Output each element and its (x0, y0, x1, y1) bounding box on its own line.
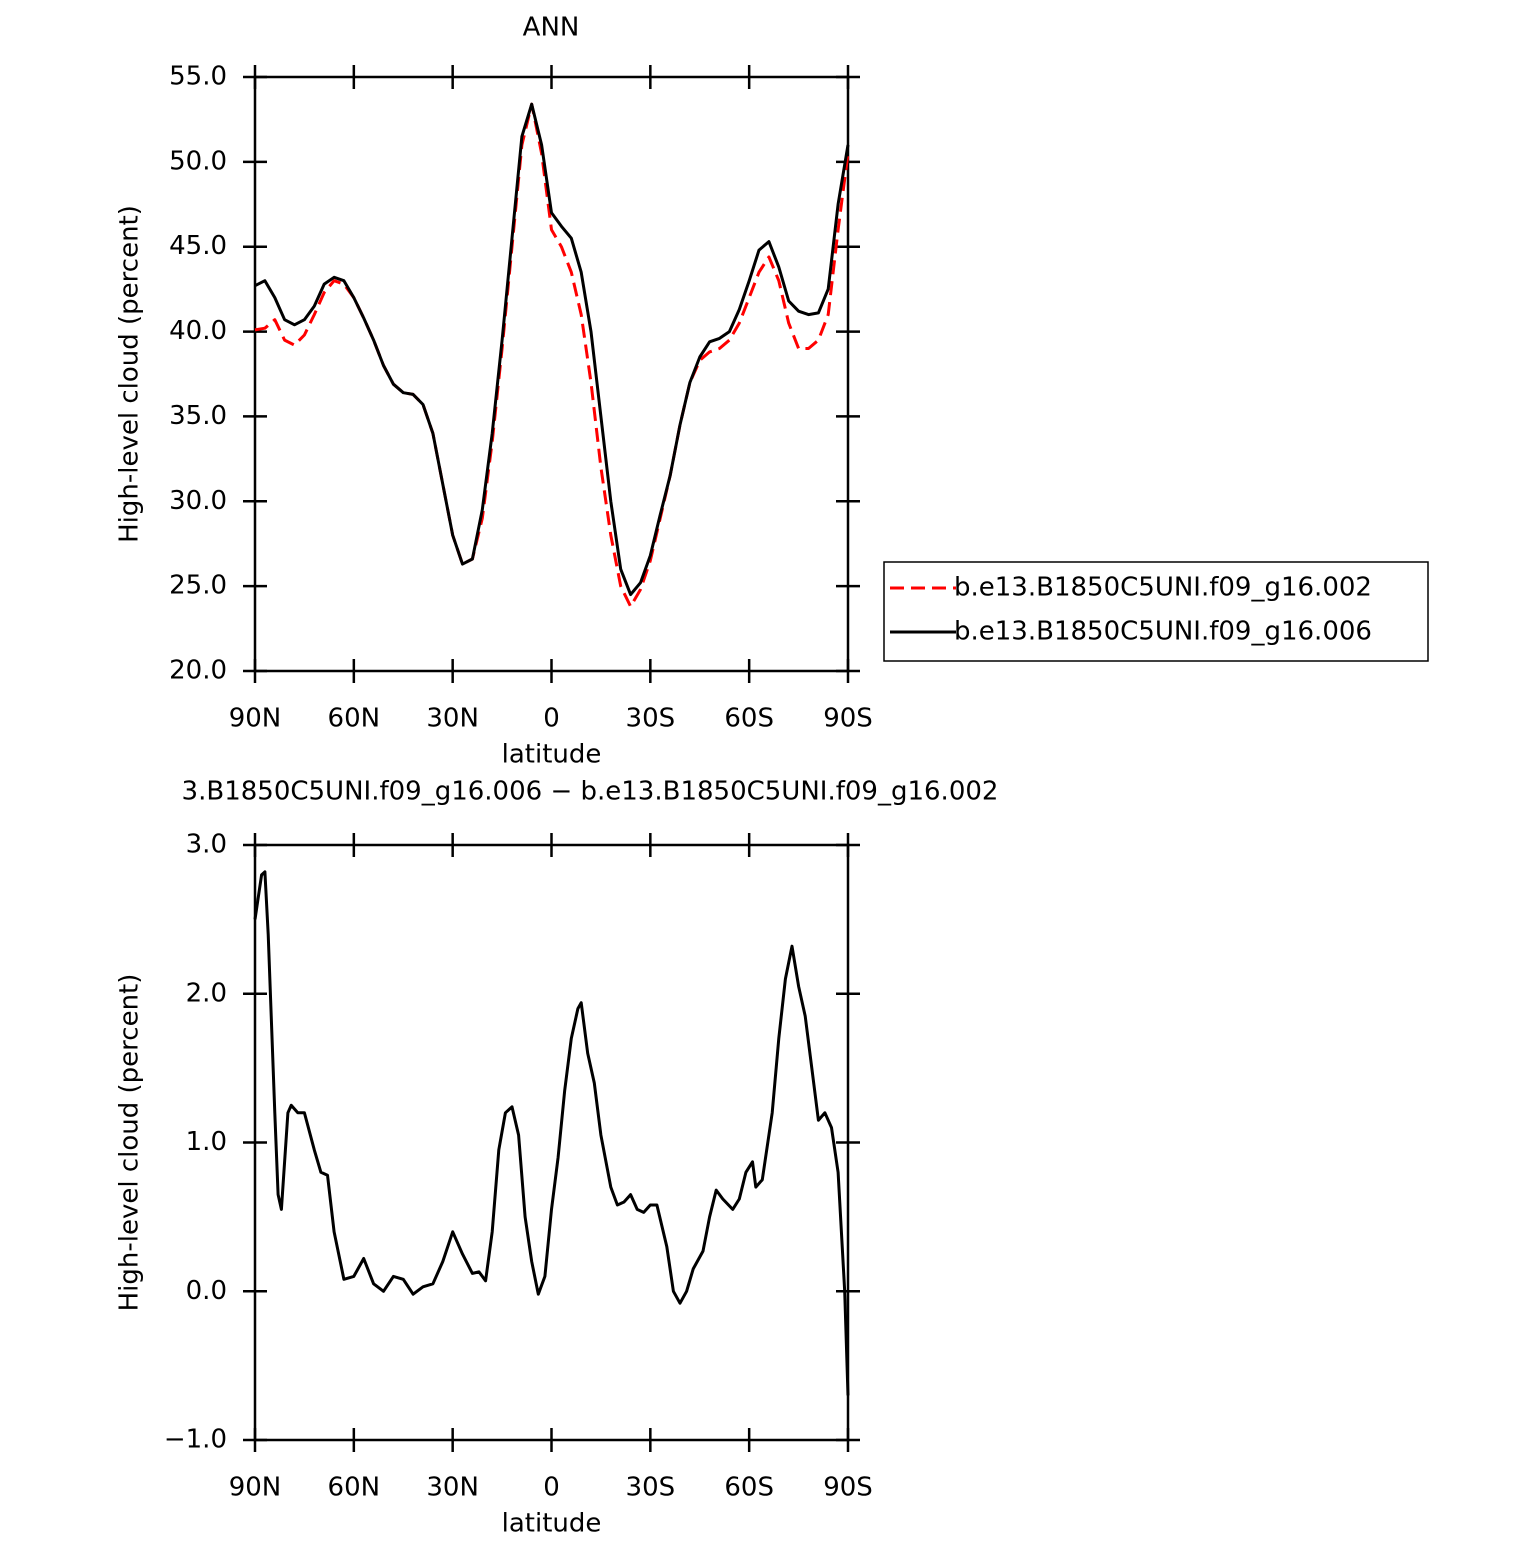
legend-label: b.e13.B1850C5UNI.f09_g16.006 (954, 617, 1372, 647)
y-axis-label: High-level cloud (percent) (115, 974, 145, 1312)
chart-title: ANN (523, 13, 580, 43)
y-tick-label: 3.0 (186, 830, 227, 860)
y-tick-label: 50.0 (169, 146, 227, 176)
y-tick-label: 25.0 (169, 571, 227, 601)
y-tick-label: 2.0 (186, 978, 227, 1008)
y-tick-label: −1.0 (164, 1425, 227, 1455)
x-tick-label: 90S (823, 1473, 873, 1503)
x-tick-label: 0 (543, 1473, 560, 1503)
x-tick-label: 60N (328, 704, 381, 734)
y-tick-label: 45.0 (169, 231, 227, 261)
x-tick-label: 0 (543, 704, 560, 734)
x-tick-label: 90S (823, 704, 873, 734)
y-tick-label: 20.0 (169, 656, 227, 686)
plot-frame (253, 75, 850, 673)
x-tick-label: 60S (724, 1473, 774, 1503)
x-tick-label: 90N (229, 704, 282, 734)
y-tick-label: 1.0 (186, 1127, 227, 1157)
x-tick-label: 30N (426, 704, 479, 734)
series-line (253, 870, 850, 1396)
x-tick-label: 90N (229, 1473, 282, 1503)
y-tick-label: 0.0 (186, 1276, 227, 1306)
y-tick-label: 35.0 (169, 401, 227, 431)
y-tick-label: 55.0 (169, 62, 227, 92)
x-axis-label: latitude (502, 740, 602, 770)
y-axis-label: High-level cloud (percent) (115, 205, 145, 543)
chart-title: 3.B1850C5UNI.f09_g16.006 − b.e13.B1850C5… (182, 777, 999, 807)
x-tick-label: 30N (426, 1473, 479, 1503)
series-line (254, 102, 850, 608)
legend-box (883, 561, 1429, 662)
x-axis-label: latitude (502, 1509, 602, 1539)
legend-label: b.e13.B1850C5UNI.f09_g16.002 (954, 573, 1372, 603)
y-tick-label: 30.0 (169, 486, 227, 516)
y-tick-label: 40.0 (169, 316, 227, 346)
x-tick-label: 30S (626, 704, 676, 734)
series-line (254, 102, 850, 597)
plot-frame (253, 843, 850, 1442)
x-tick-label: 60S (724, 704, 774, 734)
x-tick-label: 60N (328, 1473, 381, 1503)
x-tick-label: 30S (626, 1473, 676, 1503)
